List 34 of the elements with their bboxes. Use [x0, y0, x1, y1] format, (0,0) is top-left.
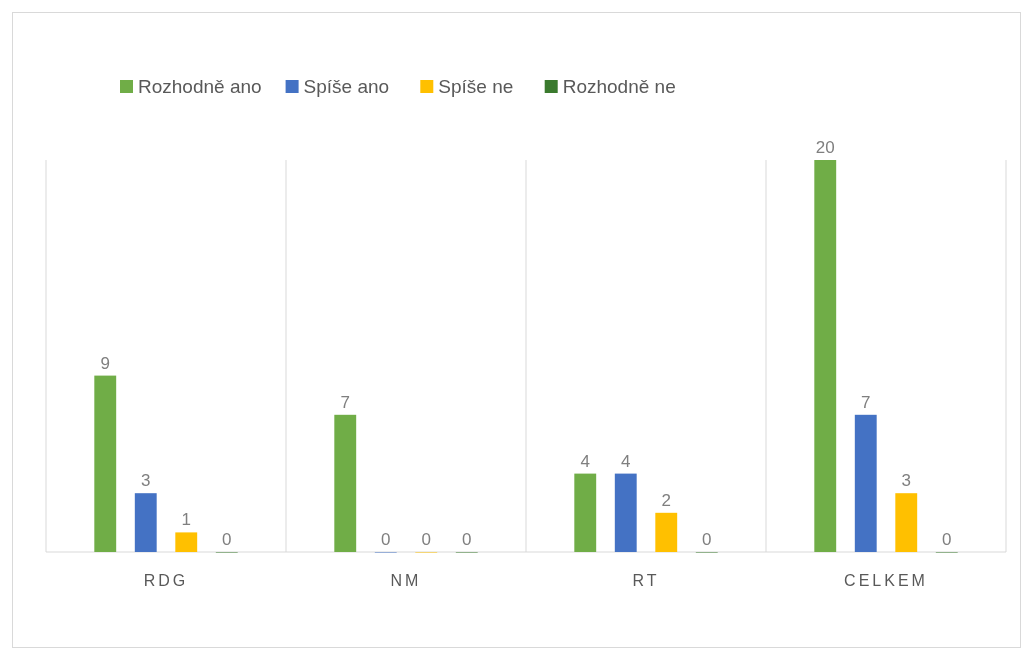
data-label: 20 — [815, 138, 835, 157]
bar — [334, 414, 357, 552]
bar — [94, 375, 117, 552]
x-tick-label: RT — [632, 572, 660, 589]
data-label: 0 — [462, 530, 472, 549]
data-label: 2 — [661, 490, 671, 510]
data-label: 4 — [621, 451, 631, 471]
data-label: 7 — [340, 392, 350, 412]
x-tick-label: NM — [390, 572, 422, 589]
data-label: 3 — [901, 471, 911, 491]
data-label: 9 — [100, 353, 110, 373]
bar — [655, 512, 678, 552]
bar — [574, 473, 597, 552]
data-label: 0 — [381, 530, 391, 549]
x-tick-label: RDG — [143, 572, 189, 589]
bar — [854, 414, 877, 552]
legend-label: Spíše ne — [438, 76, 514, 97]
data-label: 1 — [181, 510, 191, 530]
data-label: 4 — [580, 451, 590, 471]
data-label: 0 — [702, 530, 712, 549]
data-label: 3 — [141, 471, 151, 491]
bar — [614, 473, 637, 552]
bar — [814, 160, 837, 552]
bar — [895, 493, 918, 552]
legend-label: Rozhodně ano — [138, 76, 262, 97]
bar — [175, 532, 198, 552]
legend-label: Spíše ano — [303, 76, 390, 97]
legend-label: Rozhodně ne — [562, 76, 676, 97]
data-label: 7 — [861, 392, 871, 412]
x-tick-label: CELKEM — [844, 572, 928, 589]
data-label: 0 — [421, 530, 431, 549]
data-label: 0 — [222, 530, 232, 549]
data-label: 0 — [942, 530, 952, 549]
bar — [134, 493, 157, 552]
